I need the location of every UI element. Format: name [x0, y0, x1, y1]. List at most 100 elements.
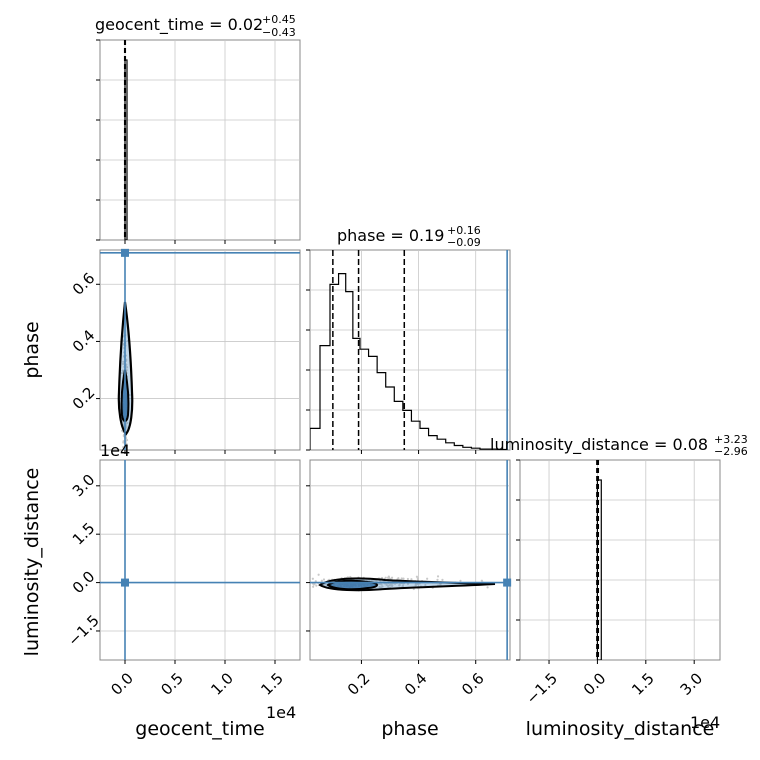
y-tick-label-luminosity-distance: 3.0	[69, 471, 99, 501]
sample-point	[415, 575, 419, 578]
sample-point	[122, 362, 125, 365]
sample-point	[424, 583, 427, 587]
y-axis-label-phase: phase	[21, 321, 43, 378]
x-tick-label-geocent-time: 0.5	[157, 669, 187, 699]
histogram-bar	[596, 479, 602, 660]
y-tick-label-luminosity-distance: 1.5	[69, 519, 99, 549]
truth-lines	[100, 460, 300, 660]
gridlines	[310, 250, 510, 450]
panel-geocent-time-hist	[96, 39, 301, 244]
title-geocent-time: geocent_time = 0.02	[95, 15, 263, 35]
x-tick-label-geocent-time: 1.5	[257, 669, 287, 699]
title-luminosity-distance: luminosity_distance = 0.08	[490, 435, 708, 455]
sample-point	[323, 583, 327, 586]
sample-point	[125, 366, 129, 369]
quantile-lines	[123, 40, 127, 240]
sample-point	[388, 584, 392, 587]
sample-point	[313, 582, 316, 586]
sample-point	[486, 586, 489, 589]
sample-point	[312, 585, 315, 588]
panel-luminosity-distance-hist	[516, 459, 721, 664]
sample-point	[317, 573, 320, 576]
sample-point	[320, 579, 323, 582]
panel-frame	[99, 459, 301, 661]
x-tick-label-luminosity-distance: 3.0	[677, 669, 707, 699]
sample-point	[436, 578, 439, 581]
panel-frame	[519, 459, 721, 661]
histogram-step-line	[310, 273, 508, 450]
tick-marks	[96, 485, 276, 664]
x-tick-label-phase: 0.2	[344, 669, 374, 699]
offset-text-geocent-time-y: 1e4	[100, 441, 130, 460]
title-geocent-time-plus: +0.45	[262, 13, 296, 26]
sample-point	[380, 583, 383, 586]
sample-point	[390, 584, 394, 588]
sample-point	[385, 583, 388, 587]
sample-point	[122, 446, 125, 449]
y-tick-label-luminosity-distance: 0.0	[69, 567, 99, 597]
panel-frame	[99, 39, 301, 241]
sample-point	[311, 577, 314, 580]
title-luminosity-distance-minus: −2.96	[714, 445, 748, 458]
panel-phase-vs-geocent-time	[96, 248, 301, 454]
title-phase-plus: +0.16	[447, 224, 481, 237]
title-luminosity-distance-plus: +3.23	[714, 433, 748, 446]
x-tick-label-geocent-time: 1.0	[207, 669, 237, 699]
gridlines	[100, 40, 300, 240]
quantile-lines	[596, 460, 600, 660]
histogram-steps	[310, 273, 508, 450]
panel-phase-hist	[306, 249, 511, 454]
tick-labels: 0.0 0.5 1.0 1.5 0.2 0.4 0.6 −1.5 0.0 1.5 3.0 0.2 0.4…	[64, 269, 706, 708]
sample-point	[120, 372, 123, 375]
sample-point	[381, 585, 384, 588]
quantile-lines	[332, 250, 406, 450]
gridlines	[310, 460, 510, 660]
sample-point	[377, 582, 381, 586]
title-geocent-time-minus: −0.43	[262, 26, 296, 39]
x-tick-label-phase: 0.6	[458, 669, 488, 699]
sample-point	[416, 582, 419, 586]
sample-point	[122, 360, 125, 363]
sample-point	[126, 421, 129, 425]
x-tick-label-geocent-time: 0.0	[107, 669, 137, 699]
tick-marks	[306, 485, 477, 664]
sample-point	[406, 577, 410, 581]
panel-distance-vs-phase	[306, 459, 512, 664]
sample-point	[441, 578, 444, 582]
x-axis-label-geocent-time: geocent_time	[135, 718, 264, 740]
sample-point	[122, 335, 125, 338]
x-tick-label-luminosity-distance: 1.5	[628, 669, 658, 699]
offset-text-luminosity-distance-x: 1e4	[690, 713, 720, 732]
title-phase: phase = 0.19	[337, 226, 444, 245]
title-phase-minus: −0.09	[447, 236, 481, 249]
sample-point	[125, 444, 128, 447]
panel-distance-vs-geocent-time	[96, 459, 301, 664]
truth-lines	[100, 248, 300, 450]
sample-point	[401, 585, 404, 588]
sample-point	[426, 577, 429, 580]
tick-marks	[96, 283, 276, 454]
sample-point	[402, 577, 405, 580]
gridlines	[100, 460, 300, 660]
gridlines	[520, 460, 720, 660]
x-axis-label-luminosity-distance: luminosity_distance	[526, 718, 715, 740]
sample-point	[459, 579, 462, 583]
x-tick-label-luminosity-distance: 0.0	[580, 669, 610, 699]
y-axis-label-luminosity-distance: luminosity_distance	[21, 468, 43, 657]
sample-point	[390, 576, 394, 579]
truth-lines	[310, 460, 512, 660]
x-tick-label-luminosity-distance: −1.5	[523, 669, 561, 707]
y-tick-label-phase: 0.2	[69, 383, 99, 413]
sample-point	[122, 440, 125, 443]
truth-marker	[121, 578, 129, 587]
panel-frame	[309, 249, 511, 451]
tick-marks	[516, 459, 695, 664]
density-contours	[318, 577, 496, 592]
x-axis-label-phase: phase	[381, 718, 438, 740]
offset-text-geocent-time-x: 1e4	[266, 703, 296, 722]
y-tick-label-phase: 0.4	[69, 326, 99, 356]
truth-marker	[503, 578, 512, 587]
sample-point	[436, 575, 440, 578]
x-tick-label-phase: 0.4	[401, 669, 431, 699]
